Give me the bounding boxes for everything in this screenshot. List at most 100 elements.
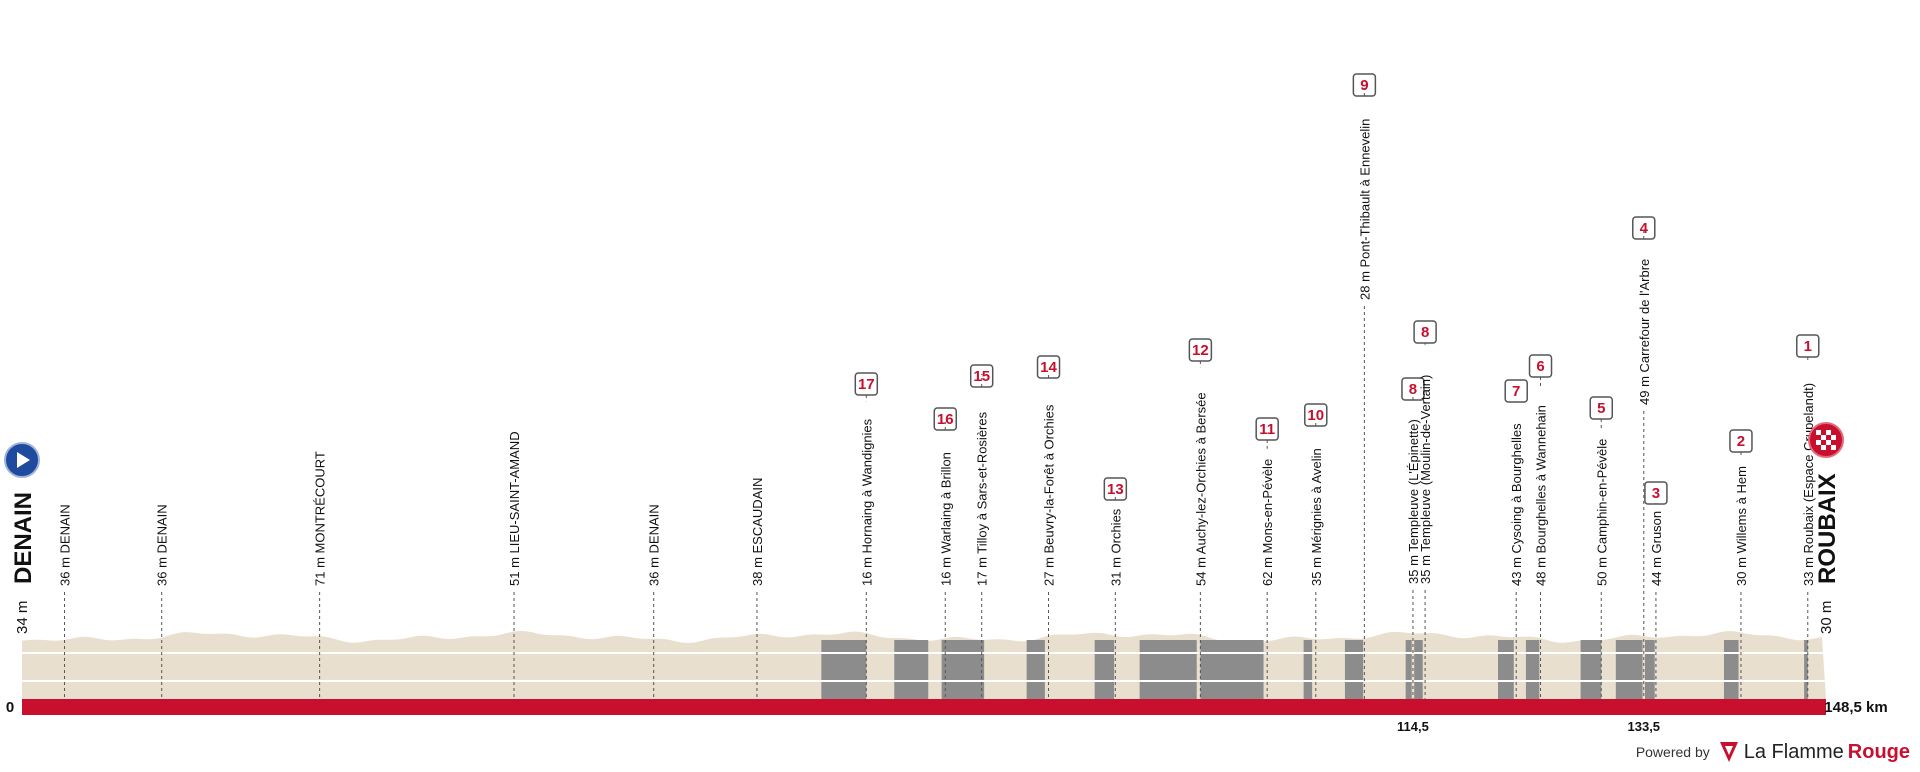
waypoint-label: 35 m Mérignies à Avelin [1309,448,1324,586]
sector-badge: 1 [1796,334,1820,361]
sector-number: 14 [1040,359,1057,376]
start-finish: DENAIN 34 m ROUBAIX 30 m [4,422,1844,634]
waypoint-label: 49 m Carrefour de l'Arbre [1637,259,1652,405]
waypoint-label: 36 m DENAIN [155,504,170,586]
sector-number: 12 [1192,342,1209,359]
sector-number: 5 [1597,400,1605,417]
cobble-sector [894,640,929,699]
sector-badge: 7 [1504,379,1528,403]
gridlines [22,652,1826,682]
cobble-sector [1094,640,1115,699]
waypoint: 35 m Templeuve (Moulin-de-Vertain)8115,5 [1409,320,1441,715]
waypoint-label: 54 m Auchy-lez-Orchies à Bersée [1193,392,1208,586]
powered-by-label: Powered by [1635,744,1710,760]
sector-badge: 2 [1729,429,1753,456]
km-label: 114,5 [1397,719,1429,734]
cobble-sector [1414,640,1423,699]
cobble-sector [1026,640,1045,699]
sector-badge: 8 [1401,377,1425,401]
cobble-sector [1344,640,1364,699]
km-total-label: 148,5 km [1824,699,1887,716]
waypoint-label: 36 m DENAIN [647,504,662,586]
sector-badge: 14 [1036,355,1061,379]
sector-number: 4 [1640,220,1649,237]
brand-main: La Flamme [1743,740,1844,763]
flamme-rouge-logo[interactable]: La Flamme Rouge [1718,740,1910,764]
waypoint-label: 43 m Cysoing à Bourghelles [1509,423,1524,586]
sector-number: 3 [1652,485,1660,502]
cobble-sector [1498,640,1514,699]
cobble-sector [1139,640,1197,699]
km-label: 133,5 [1628,719,1661,734]
sector-badge: 3 [1644,481,1668,505]
waypoint-label: 35 m Templeuve (L'Épinette) [1406,419,1421,584]
brand-accent: Rouge [1847,740,1910,763]
sector-badge: 8 [1413,320,1437,345]
cobble-sector [1405,640,1412,699]
waypoint-label: 31 m Orchies [1108,508,1123,586]
sector-number: 7 [1512,383,1520,400]
sector-badge: 17 [854,372,879,402]
waypoint-label: 50 m Camphin-en-Pévèle [1594,439,1609,586]
sector-badge: 10 [1304,403,1328,427]
start-name: DENAIN [10,492,37,584]
sector-number: 2 [1737,433,1745,450]
sector-number: 17 [858,376,875,393]
waypoint-label: 44 m Gruson [1649,511,1664,586]
waypoint-label: 16 m Hornaing à Wandignies [859,418,874,586]
cobble-sector [1525,640,1540,699]
start-arrow-icon [4,442,40,478]
km-strip-bar [22,699,1826,715]
waypoint-label: 28 m Pont-Thibault à Ennevelin [1357,119,1372,300]
waypoint-label: 38 m ESCAUDAIN [750,478,765,586]
cobble-sector [1303,640,1313,699]
waypoint-label: 27 m Beuvry-la-Forêt à Orchies [1042,404,1057,586]
waypoint: 49 m Carrefour de l'Arbre 4 133,5 [1628,216,1661,734]
sector-number: 9 [1360,77,1368,94]
sector-number: 10 [1307,407,1324,424]
waypoint-label: 16 m Warlaing à Brillon [938,452,953,586]
cobble-sector [1723,640,1739,699]
cobble-sector [1804,640,1808,699]
cobble-sector [941,640,985,699]
waypoint: 28 m Pont-Thibault à Ennevelin9110,5 [1348,73,1380,715]
waypoint: 35 m Templeuve (L'Épinette) 8 114,5 [1397,377,1429,734]
waypoint-label: 71 m MONTRÉCOURT [313,451,328,586]
waypoint-label: 17 m Tilloy à Sars-et-Rosières [975,411,990,586]
waypoint: 54 m Auchy-lez-Orchies à Bersée1297 [1188,338,1213,715]
waypoint: 17 m Tilloy à Sars-et-Rosières1579 [969,364,994,715]
km-zero-label: 0 [6,699,14,716]
sector-badge: 9 [1352,73,1377,97]
sector-number: 8 [1421,324,1429,341]
waypoint-label: 51 m LIEU-SAINT-AMAND [507,431,522,586]
sector-badge: 12 [1188,338,1213,368]
sector-badge: 6 [1528,354,1553,388]
cobble-sector [1644,640,1655,699]
sector-number: 6 [1536,358,1544,375]
sector-badge: 11 [1255,417,1279,449]
sector-number: 15 [973,368,990,385]
cobble-sector [1615,640,1643,699]
finish-name: ROUBAIX [1814,473,1841,584]
start-elevation: 34 m [14,601,31,634]
cobble-sector [821,640,867,699]
sector-badge: 15 [969,364,994,388]
powered-by: Powered by La Flamme Rouge [1636,740,1910,764]
waypoint-label: 30 m Willems à Hem [1734,466,1749,586]
sector-badge: 4 [1632,216,1656,240]
flamme-rouge-logo-icon [1719,742,1738,762]
sector-number: 1 [1804,338,1812,355]
waypoint-label: 35 m Templeuve (Moulin-de-Vertain) [1418,375,1433,584]
cobble-sector [1580,640,1602,699]
sector-number: 13 [1107,481,1124,498]
sector-badge: 13 [1103,477,1128,501]
sector-number: 16 [937,411,954,428]
km-strip: 0 148,5 km [6,699,1888,716]
sector-number: 11 [1259,421,1275,438]
finish-elevation: 30 m [1818,601,1835,634]
sector-badge: 5 [1589,396,1614,429]
waypoint-label: 48 m Bourghelles à Wannehain [1534,405,1549,586]
waypoint-label: 36 m DENAIN [58,504,73,586]
waypoint-label: 62 m Mons-en-Pévèle [1260,459,1275,586]
